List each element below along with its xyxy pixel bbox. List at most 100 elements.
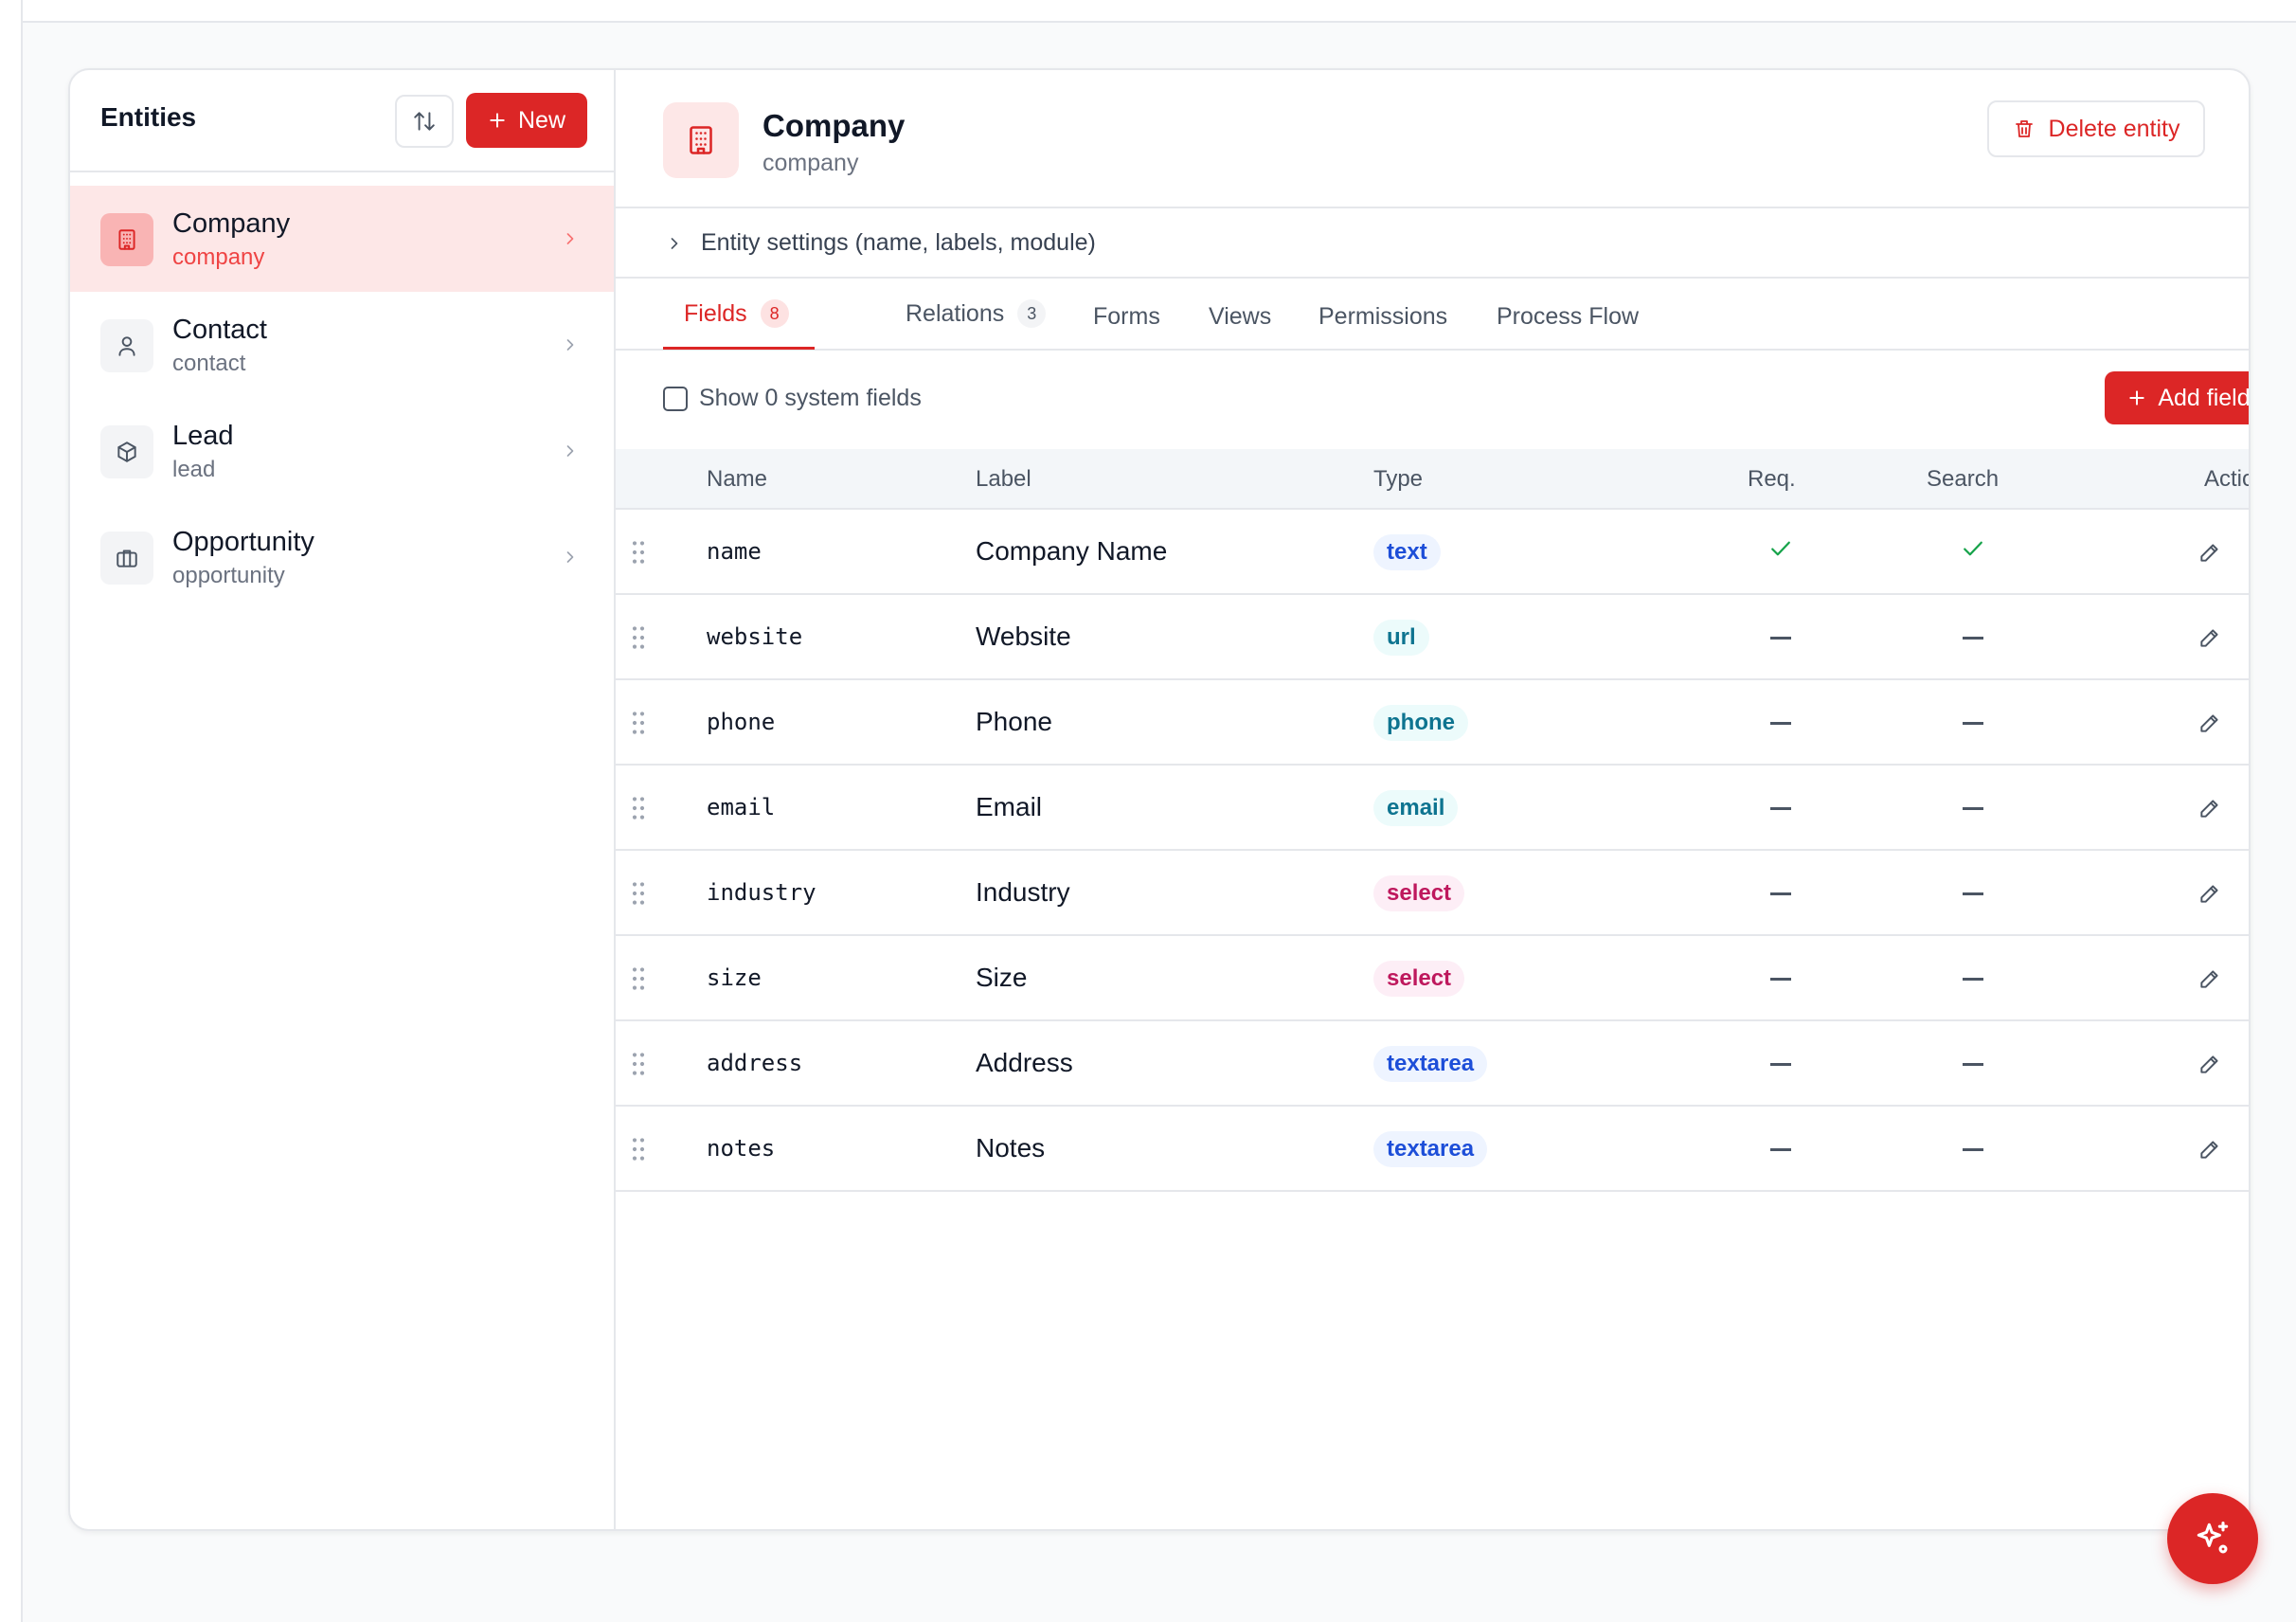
add-field-label: Add field (2158, 384, 2251, 411)
sidebar-item-company[interactable]: Company company (70, 186, 614, 292)
sidebar-item-contact[interactable]: Contact contact (70, 292, 614, 398)
sidebar-item-slug: opportunity (172, 563, 285, 588)
pencil-icon (2200, 544, 2218, 562)
field-label: Size (976, 963, 1028, 992)
searchable-indicator (1954, 790, 1992, 815)
drag-handle[interactable] (631, 711, 646, 740)
field-name: phone (707, 709, 776, 735)
entity-tabs: Fields 8 Relations 3 Forms Views Permiss… (616, 279, 2249, 351)
entities-sidebar: Entities New Company company (70, 70, 616, 1529)
add-field-button[interactable]: Add field (2105, 371, 2251, 424)
required-indicator (1762, 875, 1800, 900)
building-icon (663, 102, 739, 178)
field-label: Address (976, 1048, 1073, 1077)
tab-fields[interactable]: Fields 8 (684, 299, 789, 328)
sidebar-item-opportunity[interactable]: Opportunity opportunity (70, 504, 614, 610)
drag-handle-icon (632, 882, 645, 905)
searchable-indicator (1954, 705, 1992, 730)
delete-entity-button[interactable]: Delete entity (1987, 100, 2205, 157)
field-type-badge: select (1373, 875, 1465, 911)
edit-field-button[interactable] (2197, 796, 2222, 825)
drag-handle[interactable] (631, 966, 646, 996)
tab-forms[interactable]: Forms (1093, 303, 1160, 331)
left-rail (0, 0, 23, 1622)
tab-process-flow[interactable]: Process Flow (1497, 303, 1639, 331)
required-indicator (1762, 1046, 1800, 1071)
drag-handle-icon (632, 1138, 645, 1161)
sort-icon (414, 112, 435, 131)
table-row[interactable]: phone Phone phone (616, 680, 2249, 766)
building-icon (100, 213, 153, 266)
pencil-icon (2200, 714, 2218, 732)
sidebar-item-name: Company (172, 208, 291, 239)
table-row[interactable]: name Company Name text (616, 510, 2249, 595)
drag-handle-icon (632, 712, 645, 734)
drag-handle[interactable] (631, 625, 646, 655)
edit-field-button[interactable] (2197, 966, 2222, 996)
entity-slug: company (762, 150, 859, 176)
field-name: website (707, 623, 803, 650)
tab-count-badge: 3 (1017, 299, 1047, 328)
table-row[interactable]: email Email email (616, 766, 2249, 851)
edit-field-button[interactable] (2197, 711, 2222, 740)
entity-settings-toggle[interactable]: Entity settings (name, labels, module) (616, 208, 2249, 279)
required-indicator (1762, 705, 1800, 730)
table-row[interactable]: address Address textarea (616, 1021, 2249, 1107)
tab-label: Process Flow (1497, 303, 1640, 330)
edit-field-button[interactable] (2197, 1137, 2222, 1166)
tab-count-badge: 8 (760, 299, 789, 328)
pencil-icon (2200, 629, 2218, 647)
drag-handle[interactable] (631, 540, 646, 569)
table-row[interactable]: website Website url (616, 595, 2249, 680)
drag-handle[interactable] (631, 1137, 646, 1166)
sort-button[interactable] (395, 95, 454, 148)
drag-handle[interactable] (631, 1052, 646, 1081)
tab-permissions[interactable]: Permissions (1318, 303, 1447, 331)
new-entity-button[interactable]: New (466, 93, 587, 148)
entity-title: Company (762, 108, 906, 143)
show-system-fields-label[interactable]: Show 0 system fields (699, 385, 922, 411)
searchable-indicator (1954, 875, 1992, 900)
dash-icon (1770, 807, 1791, 810)
column-header-search: Search (1927, 466, 2000, 492)
table-row[interactable]: industry Industry select (616, 851, 2249, 936)
tab-relations[interactable]: Relations 3 (906, 299, 1047, 328)
chevron-right-icon (671, 238, 678, 249)
sidebar-item-name: Lead (172, 421, 234, 451)
dash-icon (1770, 1148, 1791, 1151)
drag-handle[interactable] (631, 881, 646, 910)
tab-views[interactable]: Views (1209, 303, 1271, 331)
drag-handle[interactable] (631, 796, 646, 825)
dash-icon (1963, 892, 1983, 895)
chevron-right-icon (566, 445, 574, 457)
searchable-indicator (1954, 1046, 1992, 1071)
required-indicator (1762, 1131, 1800, 1156)
fields-table-header: Name Label Type Req. Search Actions (616, 449, 2249, 510)
delete-entity-label: Delete entity (2048, 115, 2180, 142)
drag-handle-icon (632, 1053, 645, 1075)
entity-detail-panel: Company company Delete entity Entity set… (616, 70, 2251, 1529)
ai-assistant-button[interactable] (2167, 1493, 2258, 1584)
chevron-right-icon (566, 339, 574, 351)
column-header-label: Label (976, 466, 1031, 492)
show-system-fields-checkbox[interactable] (663, 387, 688, 411)
sidebar-item-name: Contact (172, 315, 267, 345)
sidebar-item-lead[interactable]: Lead lead (70, 398, 614, 504)
searchable-indicator (1954, 961, 1992, 985)
edit-field-button[interactable] (2197, 540, 2222, 569)
table-row[interactable]: size Size select (616, 936, 2249, 1021)
pencil-icon (2200, 800, 2218, 818)
edit-field-button[interactable] (2197, 1052, 2222, 1081)
field-label: Notes (976, 1133, 1046, 1162)
edit-field-button[interactable] (2197, 881, 2222, 910)
edit-field-button[interactable] (2197, 625, 2222, 655)
briefcase-icon (100, 532, 153, 585)
dash-icon (1770, 978, 1791, 981)
field-name: industry (707, 879, 816, 906)
entity-settings-label: Entity settings (name, labels, module) (701, 229, 1096, 256)
table-row[interactable]: notes Notes textarea (616, 1107, 2249, 1192)
field-label: Email (976, 792, 1043, 821)
trash-icon (2015, 120, 2033, 137)
entity-manager-card: Entities New Company company (68, 68, 2251, 1531)
column-header-name: Name (707, 466, 768, 492)
